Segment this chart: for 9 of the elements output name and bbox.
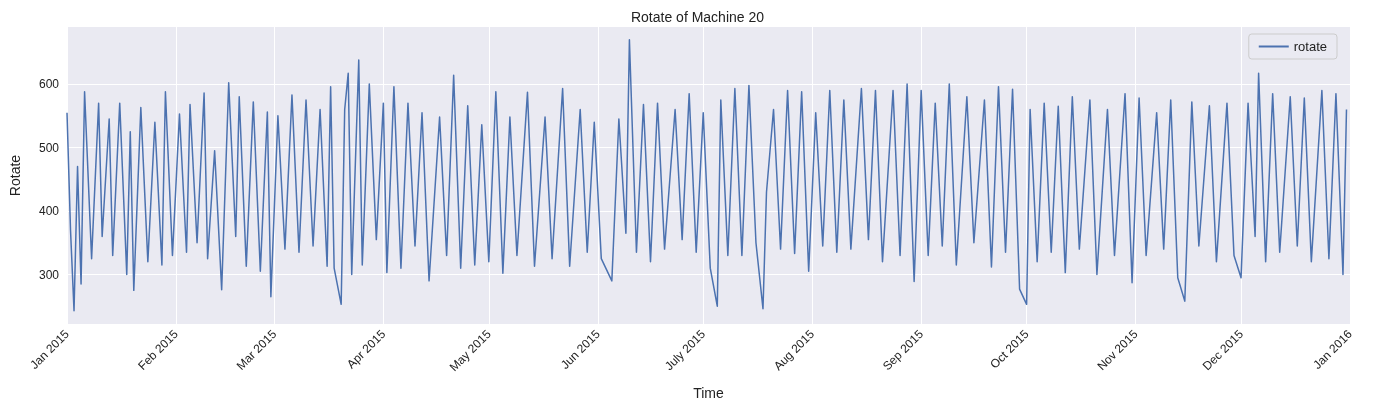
legend-label: rotate: [1293, 39, 1328, 54]
y-tick-label: 500: [38, 140, 60, 155]
y-tick-label: 300: [38, 267, 60, 282]
line-series: [66, 38, 1348, 312]
chart-title: Rotate of Machine 20: [630, 9, 765, 25]
y-tick-label: 400: [38, 204, 60, 219]
y-axis-title: Rotate: [7, 154, 23, 197]
y-tick-label: 600: [38, 77, 60, 92]
x-axis-title: Time: [693, 385, 725, 401]
